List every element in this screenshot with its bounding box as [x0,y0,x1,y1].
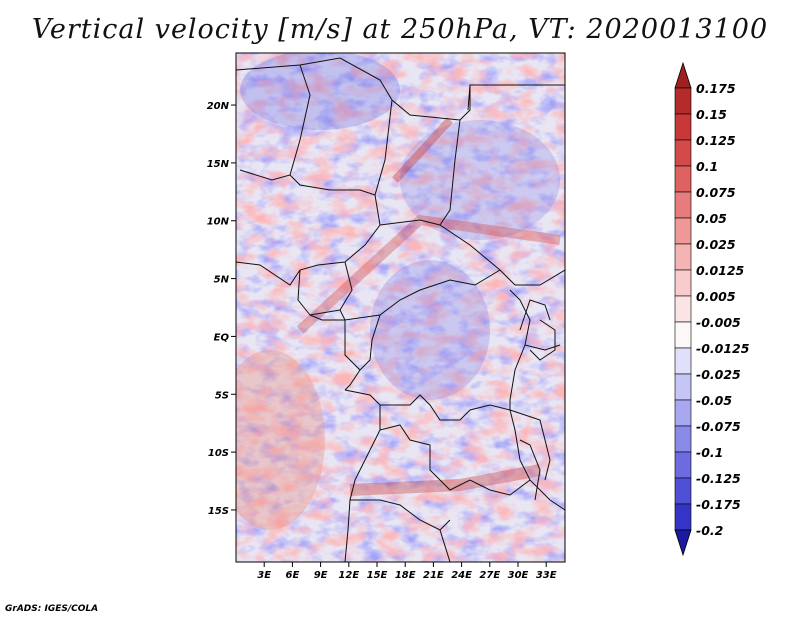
colorbar-segment [674,451,692,479]
longitude-axis: 3E 6E 9E 12E 15E 18E 21E 24E 27E 30E 33E [257,562,557,581]
latitude-axis: 20N 15N 10N 5N EQ 5S 10S 15S [207,101,236,517]
colorbar: 0.175 0.15 0.125 0.1 0.075 0.05 0.025 0.0125 0.0… [674,61,750,557]
lat-tick-label: 5N [214,275,230,286]
colorbar-segment [674,217,692,245]
lon-tick-label: 30E [508,570,529,581]
colorbar-label: -0.125 [696,471,741,486]
lon-tick-label: 9E [314,570,328,581]
lat-tick-label: 15S [208,506,229,517]
colorbar-segment [674,295,692,323]
colorbar-segment [674,191,692,219]
colorbar-top-arrow [674,61,692,89]
colorbar-label: -0.2 [696,523,723,538]
colorbar-segment [674,243,692,271]
lon-tick-label: 15E [367,570,388,581]
colorbar-label: -0.005 [696,315,741,330]
map-frame [235,52,566,563]
colorbar-segment [674,269,692,297]
colorbar-segment [674,165,692,193]
colorbar-label: 0.1 [696,159,718,174]
colorbar-label: 0.075 [696,185,736,200]
lat-tick-label: 20N [207,101,230,112]
lon-tick-label: 3E [257,570,271,581]
colorbar-bottom-arrow [674,529,692,557]
lon-tick-label: 21E [423,570,444,581]
map-title: Vertical velocity [m/s] at 250hPa, VT: 2… [31,14,769,45]
colorbar-label: 0.025 [696,237,736,252]
colorbar-label: -0.1 [696,445,723,460]
colorbar-segment [674,373,692,401]
colorbar-segment [674,477,692,505]
lon-tick-label: 18E [395,570,416,581]
colorbar-label: 0.15 [696,107,727,122]
lon-tick-label: 27E [479,570,500,581]
country-borders [236,57,565,562]
lat-tick-label: EQ [214,332,230,343]
colorbar-label: -0.075 [696,419,741,434]
colorbar-segment [674,321,692,349]
lat-tick-label: 10N [207,217,230,228]
colorbar-label: 0.125 [696,133,736,148]
colorbar-segment [674,139,692,167]
grads-credit: GrADS: IGES/COLA [5,604,99,614]
lat-tick-label: 5S [215,390,229,401]
lat-tick-label: 15N [207,159,230,170]
colorbar-label: -0.175 [696,497,741,512]
colorbar-label: 0.175 [696,81,736,96]
velocity-field [236,53,565,562]
colorbar-segment [674,87,692,115]
lon-tick-label: 24E [451,570,472,581]
colorbar-segment [674,399,692,427]
lon-tick-label: 6E [286,570,300,581]
colorbar-label: 0.05 [696,211,727,226]
colorbar-segment [674,425,692,453]
colorbar-segment [674,503,692,531]
colorbar-label: -0.0125 [696,341,750,356]
colorbar-segment [674,347,692,375]
lon-tick-label: 33E [536,570,557,581]
colorbar-segment [674,113,692,141]
colorbar-label: -0.025 [696,367,741,382]
lon-tick-label: 12E [338,570,359,581]
colorbar-label: 0.0125 [696,263,745,278]
colorbar-label: 0.005 [696,289,736,304]
lat-tick-label: 10S [208,448,229,459]
colorbar-label: -0.05 [696,393,732,408]
